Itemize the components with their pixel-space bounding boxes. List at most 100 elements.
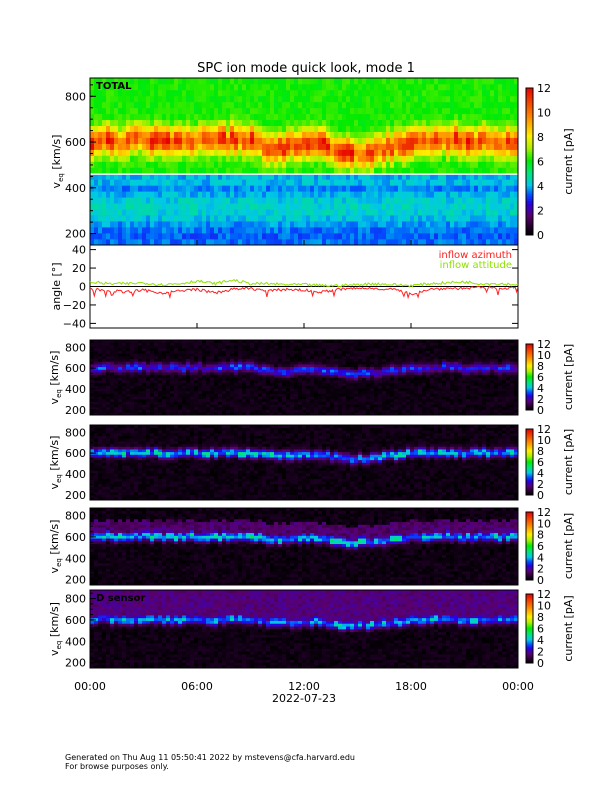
heatmap-cell [226, 380, 231, 384]
heatmap-cell [286, 342, 291, 346]
heatmap-cell [258, 393, 263, 397]
heatmap-cell [262, 119, 267, 127]
heatmap-cell [102, 78, 107, 85]
heatmap-cell [142, 396, 147, 400]
heatmap-cell [306, 95, 311, 103]
heatmap-cell [306, 412, 311, 416]
heatmap-cell [146, 372, 151, 376]
heatmap-cell [470, 227, 475, 234]
heatmap-cell [194, 167, 199, 174]
heatmap-cell [110, 390, 115, 394]
heatmap-cell [234, 353, 239, 357]
heatmap-cell [166, 350, 171, 354]
heatmap-cell [158, 366, 163, 370]
heatmap-cell [474, 143, 479, 150]
heatmap-cell [142, 388, 147, 392]
heatmap-cell [354, 239, 359, 246]
heatmap-cell [446, 78, 451, 85]
heatmap-cell [122, 406, 127, 410]
heatmap-cell [374, 179, 379, 186]
heatmap-cell [278, 185, 283, 192]
heatmap-cell [282, 119, 287, 127]
spectrogram-cells [90, 78, 519, 246]
heatmap-cell [270, 374, 275, 378]
heatmap-cell [234, 377, 239, 381]
heatmap-cell [406, 149, 411, 156]
heatmap-cell [314, 119, 319, 127]
heatmap-cell [150, 404, 155, 408]
heatmap-cell [494, 185, 499, 192]
heatmap-cell [290, 179, 295, 186]
heatmap-cell [506, 101, 511, 109]
heatmap-cell [270, 149, 275, 156]
heatmap-cell [350, 369, 355, 373]
heatmap-cell [98, 390, 103, 394]
heatmap-cell [122, 221, 127, 228]
heatmap-cell [338, 393, 343, 397]
heatmap-cell [326, 356, 331, 360]
heatmap-cell [334, 361, 339, 365]
heatmap-cell [514, 191, 519, 198]
heatmap-cell [98, 401, 103, 405]
heatmap-cell [186, 369, 191, 373]
heatmap-cell [354, 78, 359, 85]
heatmap-cell [306, 388, 311, 392]
heatmap-cell [466, 227, 471, 234]
heatmap-cell [158, 197, 163, 204]
heatmap-cell [174, 356, 179, 360]
heatmap-cell [94, 119, 99, 127]
heatmap-cell [190, 385, 195, 389]
heatmap-cell [254, 143, 259, 150]
heatmap-cell [118, 361, 123, 365]
heatmap-cell [514, 167, 519, 174]
heatmap-cell [254, 393, 259, 397]
heatmap-cell [94, 185, 99, 192]
heatmap-cell [242, 409, 247, 413]
heatmap-cell [366, 185, 371, 192]
heatmap-cell [478, 203, 483, 210]
heatmap-cell [142, 179, 147, 186]
heatmap-cell [170, 137, 175, 144]
heatmap-cell [290, 167, 295, 174]
heatmap-cell [330, 149, 335, 156]
heatmap-cell [234, 342, 239, 346]
heatmap-cell [146, 197, 151, 204]
heatmap-cell [202, 113, 207, 121]
heatmap-cell [114, 215, 119, 222]
heatmap-cell [230, 119, 235, 127]
heatmap-cell [294, 385, 299, 389]
heatmap-cell [122, 348, 127, 352]
heatmap-cell [166, 221, 171, 228]
heatmap-cell [330, 340, 335, 343]
heatmap-cell [102, 215, 107, 222]
heatmap-cell [178, 191, 183, 198]
heatmap-cell [214, 143, 219, 150]
heatmap-cell [138, 167, 143, 174]
heatmap-cell [98, 89, 103, 97]
heatmap-cell [178, 197, 183, 204]
heatmap-cell [510, 83, 515, 91]
heatmap-cell [166, 409, 171, 413]
heatmap-cell [146, 401, 151, 405]
heatmap-cell [498, 83, 503, 91]
heatmap-cell [230, 155, 235, 162]
y-tick-label: −20 [63, 299, 86, 312]
heatmap-cell [218, 125, 223, 132]
heatmap-cell [378, 107, 383, 115]
heatmap-cell [274, 390, 279, 394]
heatmap-cell [178, 131, 183, 138]
heatmap-cell [122, 167, 127, 174]
heatmap-cell [254, 342, 259, 346]
heatmap-cell [134, 382, 139, 386]
heatmap-cell [302, 366, 307, 370]
heatmap-cell [370, 149, 375, 156]
heatmap-cell [110, 173, 115, 180]
heatmap-cell [406, 167, 411, 174]
heatmap-cell [230, 233, 235, 240]
heatmap-cell [298, 215, 303, 222]
heatmap-cell [198, 390, 203, 394]
heatmap-cell [138, 380, 143, 384]
heatmap-cell [278, 353, 283, 357]
heatmap-cell [190, 369, 195, 373]
heatmap-cell [342, 366, 347, 370]
